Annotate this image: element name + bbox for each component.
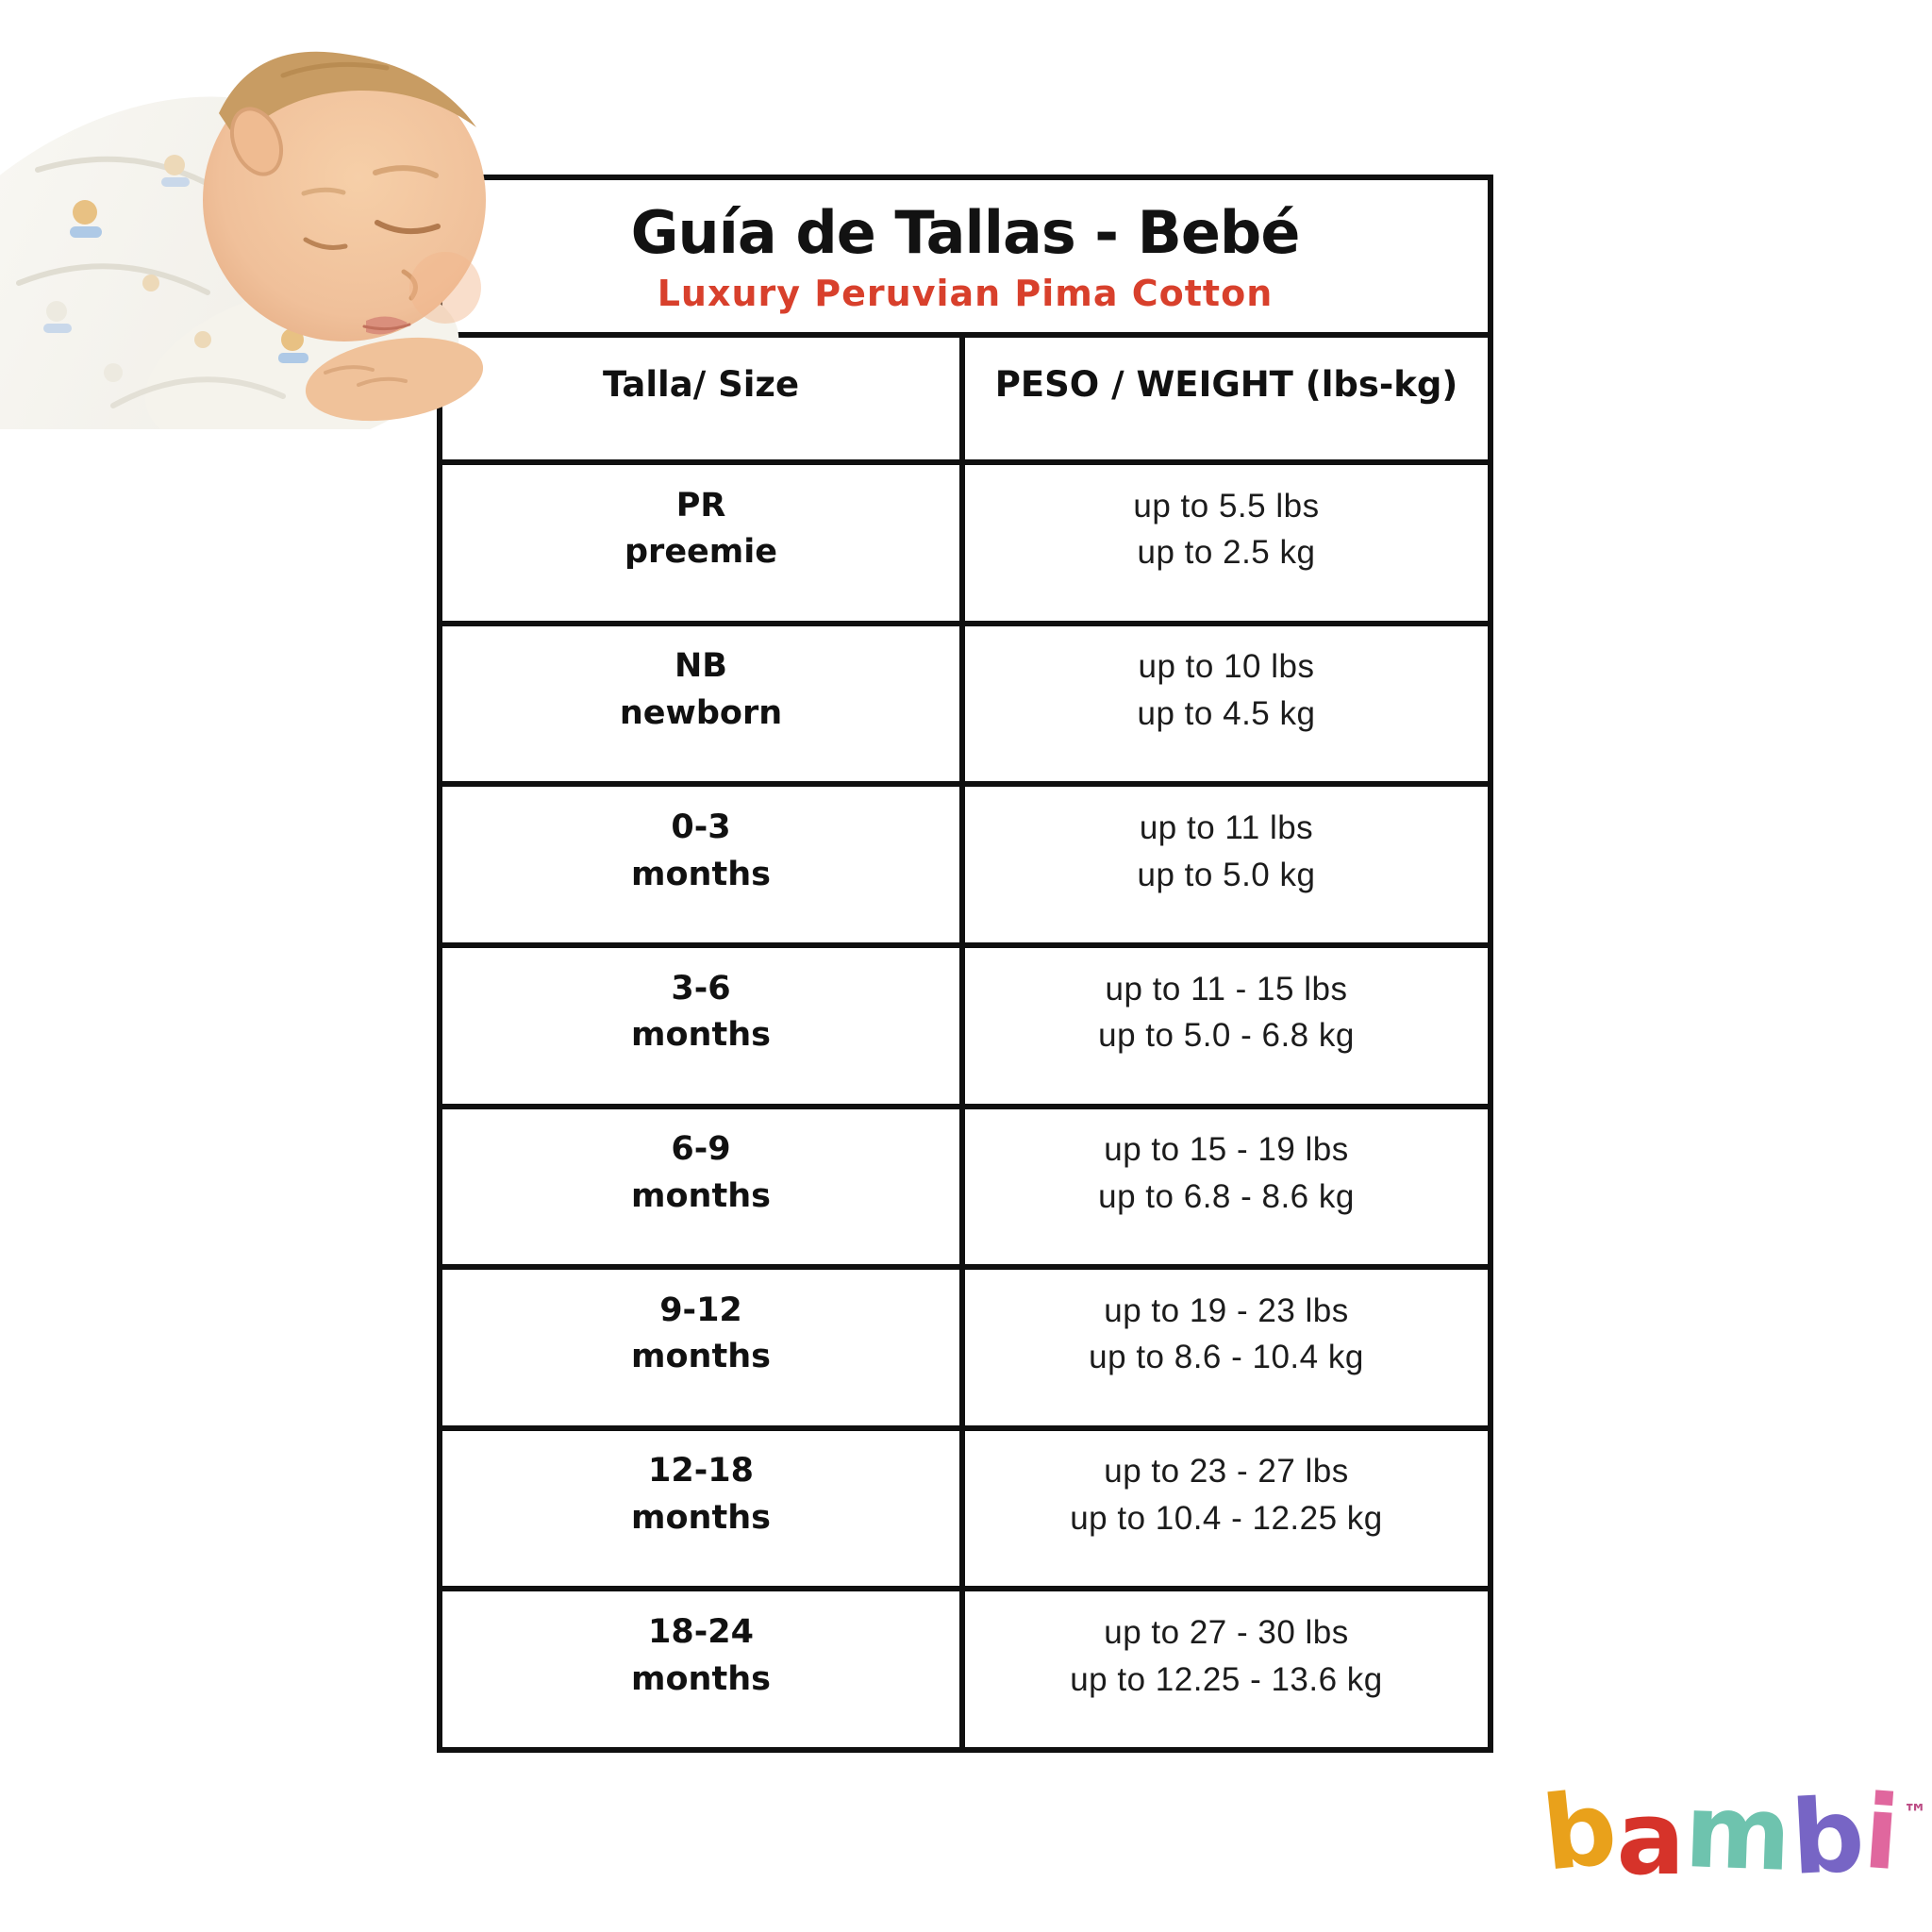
size-code: NB <box>675 647 727 686</box>
weight-kg: up to 2.5 kg <box>1137 534 1316 572</box>
logo-letter: i <box>1859 1773 1904 1894</box>
size-cell: 0-3 months <box>442 787 965 942</box>
size-label: months <box>631 855 771 893</box>
size-code: 6-9 <box>671 1130 731 1169</box>
size-code: 9-12 <box>659 1291 742 1329</box>
weight-lbs: up to 10 lbs <box>1138 648 1315 686</box>
size-cell: 12-18 months <box>442 1430 965 1587</box>
page-subtitle: Luxury Peruvian Pima Cotton <box>657 273 1274 314</box>
weight-kg: up to 5.0 - 6.8 kg <box>1098 1017 1355 1055</box>
trademark-symbol: ™ <box>1903 1800 1928 1828</box>
baby-ear <box>229 107 284 176</box>
weight-lbs: up to 11 - 15 lbs <box>1105 970 1348 1008</box>
size-code: 0-3 <box>671 808 731 846</box>
baby-lips <box>366 316 408 335</box>
weight-column-header: PESO / WEIGHT (lbs-kg) <box>994 364 1458 405</box>
baby-nose <box>401 269 418 301</box>
weight-cell: up to 10 lbs up to 4.5 kg <box>965 626 1488 782</box>
size-label: newborn <box>619 693 783 732</box>
table-row: NB newborn up to 10 lbs up to 4.5 kg <box>442 625 1488 788</box>
baby-closed-eye <box>303 237 348 250</box>
weight-cell: up to 15 - 19 lbs up to 6.8 - 8.6 kg <box>965 1109 1488 1265</box>
weight-cell: up to 5.5 lbs up to 2.5 kg <box>965 465 1488 621</box>
weight-lbs: up to 23 - 27 lbs <box>1104 1453 1349 1491</box>
weight-cell: up to 19 - 23 lbs up to 8.6 - 10.4 kg <box>965 1270 1488 1425</box>
size-code: 3-6 <box>671 969 731 1008</box>
size-cell: 18-24 months <box>442 1591 965 1747</box>
size-cell: PR preemie <box>442 465 965 621</box>
size-code: PR <box>675 486 726 525</box>
table-row: 0-3 months up to 11 lbs up to 5.0 kg <box>442 787 1488 948</box>
table-row: 9-12 months up to 19 - 23 lbs up to 8.6 … <box>442 1270 1488 1431</box>
baby-closed-eye <box>375 220 441 235</box>
weight-lbs: up to 27 - 30 lbs <box>1104 1614 1349 1651</box>
table-row: PR preemie up to 5.5 lbs up to 2.5 kg <box>442 465 1488 626</box>
weight-kg: up to 6.8 - 8.6 kg <box>1098 1177 1355 1215</box>
size-cell: 6-9 months <box>442 1108 965 1265</box>
table-title-box: Guía de Tallas - Bebé Luxury Peruvian Pi… <box>442 180 1488 338</box>
size-code: 12-18 <box>648 1452 754 1491</box>
weight-cell: up to 11 lbs up to 5.0 kg <box>965 787 1488 942</box>
weight-kg: up to 8.6 - 10.4 kg <box>1089 1339 1364 1376</box>
table-row: 18-24 months up to 27 - 30 lbs up to 12.… <box>442 1591 1488 1747</box>
size-label: months <box>631 1659 771 1698</box>
size-column-header-cell: Talla/ Size <box>442 338 965 459</box>
size-label: months <box>631 1499 771 1538</box>
weight-lbs: up to 11 lbs <box>1139 808 1314 846</box>
weight-lbs: up to 5.5 lbs <box>1133 487 1320 525</box>
size-cell: NB newborn <box>442 625 965 782</box>
weight-kg: up to 10.4 - 12.25 kg <box>1070 1500 1383 1538</box>
logo-letter: m <box>1683 1773 1793 1894</box>
weight-cell: up to 23 - 27 lbs up to 10.4 - 12.25 kg <box>965 1431 1488 1587</box>
weight-kg: up to 12.25 - 13.6 kg <box>1070 1660 1383 1698</box>
logo-letter: b <box>1537 1769 1623 1894</box>
size-cell: 9-12 months <box>442 1270 965 1425</box>
logo-letter: b <box>1788 1776 1868 1898</box>
size-code: 18-24 <box>648 1613 754 1651</box>
weight-lbs: up to 19 - 23 lbs <box>1104 1291 1349 1329</box>
weight-column-header-cell: PESO / WEIGHT (lbs-kg) <box>965 338 1488 459</box>
weight-kg: up to 4.5 kg <box>1137 694 1316 732</box>
sleeping-newborn-photo <box>0 51 486 429</box>
table-row: 6-9 months up to 15 - 19 lbs up to 6.8 -… <box>442 1108 1488 1271</box>
size-label: months <box>631 1176 771 1215</box>
weight-lbs: up to 15 - 19 lbs <box>1104 1131 1349 1169</box>
weight-kg: up to 5.0 kg <box>1137 856 1316 893</box>
table-row: 12-18 months up to 23 - 27 lbs up to 10.… <box>442 1430 1488 1592</box>
size-label: months <box>631 1338 771 1376</box>
size-label: preemie <box>625 533 777 572</box>
bambi-logo: b a m b i ™ <box>1538 1757 1927 1907</box>
weight-cell: up to 11 - 15 lbs up to 5.0 - 6.8 kg <box>965 948 1488 1104</box>
size-label: months <box>631 1016 771 1055</box>
size-column-header: Talla/ Size <box>602 364 800 405</box>
size-chart-table: Guía de Tallas - Bebé Luxury Peruvian Pi… <box>437 175 1493 1753</box>
logo-letter: a <box>1616 1780 1686 1898</box>
weight-cell: up to 27 - 30 lbs up to 12.25 - 13.6 kg <box>965 1591 1488 1747</box>
size-cell: 3-6 months <box>442 947 965 1104</box>
table-header-row: Talla/ Size PESO / WEIGHT (lbs-kg) <box>442 338 1488 465</box>
table-row: 3-6 months up to 11 - 15 lbs up to 5.0 -… <box>442 947 1488 1109</box>
page-title: Guía de Tallas - Bebé <box>630 198 1301 267</box>
